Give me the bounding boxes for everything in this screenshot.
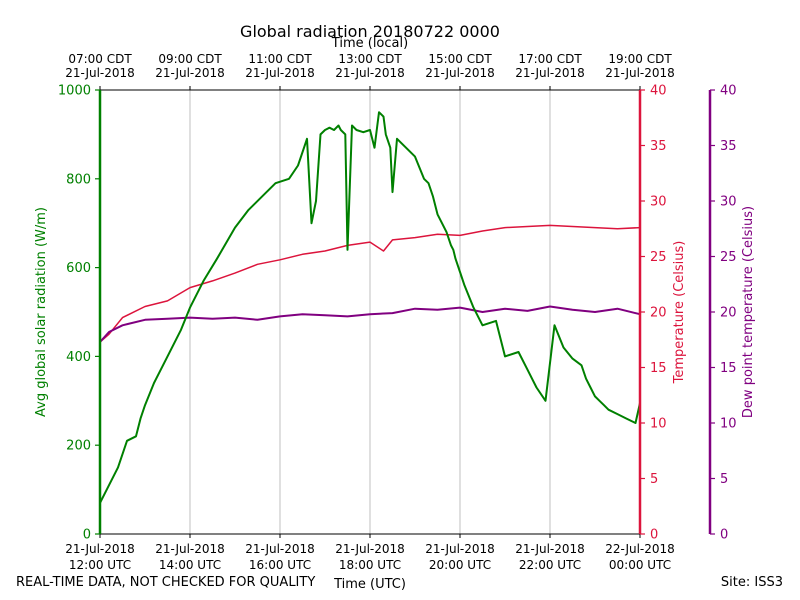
y-tick-label-temperature-2: 10 <box>650 417 667 432</box>
series-layer <box>99 111 641 504</box>
top-axis-label: Time (local) <box>331 36 408 51</box>
y-tick-label-radiation-4: 800 <box>66 172 91 187</box>
x-tick-time-4: 20:00 UTC <box>429 558 491 572</box>
y-tick-label-dewpoint-5: 25 <box>720 250 737 265</box>
y-axis-label-radiation: Avg global solar radiation (W/m) <box>34 207 49 417</box>
x-tick-date-4: 21-Jul-2018 <box>425 542 495 556</box>
y-tick-label-temperature-3: 15 <box>650 361 667 376</box>
x-tick-time-6: 00:00 UTC <box>609 558 671 572</box>
x-tick-date-2: 21-Jul-2018 <box>245 542 315 556</box>
y-tick-label-dewpoint-6: 30 <box>720 195 737 210</box>
y-tick-label-dewpoint-3: 15 <box>720 361 737 376</box>
x-tick-time-2: 16:00 UTC <box>249 558 311 572</box>
top-tick-date-1: 21-Jul-2018 <box>155 66 225 80</box>
site-label: Site: ISS3 <box>720 575 783 590</box>
top-tick-time-6: 19:00 CDT <box>608 52 672 66</box>
top-tick-time-4: 15:00 CDT <box>428 52 492 66</box>
y-tick-label-temperature-8: 40 <box>650 84 667 99</box>
x-tick-date-6: 22-Jul-2018 <box>605 542 675 556</box>
x-tick-time-3: 18:00 UTC <box>339 558 401 572</box>
y-tick-label-radiation-5: 1000 <box>58 84 91 99</box>
x-tick-time-1: 14:00 UTC <box>159 558 221 572</box>
top-tick-time-2: 11:00 CDT <box>248 52 312 66</box>
y-tick-label-temperature-4: 20 <box>650 306 667 321</box>
y-tick-label-temperature-1: 5 <box>650 472 658 487</box>
y-tick-label-radiation-0: 0 <box>83 528 91 543</box>
x-tick-time-5: 22:00 UTC <box>519 558 581 572</box>
x-tick-date-1: 21-Jul-2018 <box>155 542 225 556</box>
y-tick-label-temperature-7: 35 <box>650 139 667 154</box>
top-tick-date-4: 21-Jul-2018 <box>425 66 495 80</box>
y-tick-label-temperature-6: 30 <box>650 195 667 210</box>
quality-note: REAL-TIME DATA, NOT CHECKED FOR QUALITY <box>16 575 316 590</box>
series-temperature-line <box>99 224 641 343</box>
top-tick-date-0: 21-Jul-2018 <box>65 66 135 80</box>
y-axis-label-temperature: Temperature (Celsius) <box>672 241 687 385</box>
y-tick-label-dewpoint-8: 40 <box>720 84 737 99</box>
y-tick-label-radiation-3: 600 <box>66 261 91 276</box>
x-tick-date-0: 21-Jul-2018 <box>65 542 135 556</box>
y-tick-label-dewpoint-7: 35 <box>720 139 737 154</box>
y-tick-label-radiation-2: 400 <box>66 350 91 365</box>
axes-layer: 21-Jul-2018 12:00 UTC 21-Jul-2018 14:00 UTC… <box>34 52 756 572</box>
y-tick-label-dewpoint-0: 0 <box>720 528 728 543</box>
grid-layer <box>189 90 551 534</box>
x-axis-label: Time (UTC) <box>333 577 406 592</box>
series-dewpoint-line <box>99 305 641 343</box>
top-tick-date-3: 21-Jul-2018 <box>335 66 405 80</box>
y-tick-label-temperature-5: 25 <box>650 250 667 265</box>
y-axis-label-dewpoint: Dew point temperature (Celsius) <box>741 206 756 418</box>
top-tick-date-2: 21-Jul-2018 <box>245 66 315 80</box>
y-tick-label-dewpoint-1: 5 <box>720 472 728 487</box>
top-tick-time-5: 17:00 CDT <box>518 52 582 66</box>
y-tick-label-dewpoint-4: 20 <box>720 306 737 321</box>
x-tick-time-0: 12:00 UTC <box>69 558 131 572</box>
top-tick-time-1: 09:00 CDT <box>158 52 222 66</box>
series-radiation-line <box>99 111 641 504</box>
chart-title: Global radiation 20180722 0000 <box>240 22 500 41</box>
top-tick-date-5: 21-Jul-2018 <box>515 66 585 80</box>
y-tick-label-dewpoint-2: 10 <box>720 417 737 432</box>
x-tick-date-3: 21-Jul-2018 <box>335 542 405 556</box>
x-tick-date-5: 21-Jul-2018 <box>515 542 585 556</box>
y-tick-label-temperature-0: 0 <box>650 528 658 543</box>
top-tick-date-6: 21-Jul-2018 <box>605 66 675 80</box>
y-tick-label-radiation-1: 200 <box>66 439 91 454</box>
top-tick-time-0: 07:00 CDT <box>68 52 132 66</box>
top-tick-time-3: 13:00 CDT <box>338 52 402 66</box>
